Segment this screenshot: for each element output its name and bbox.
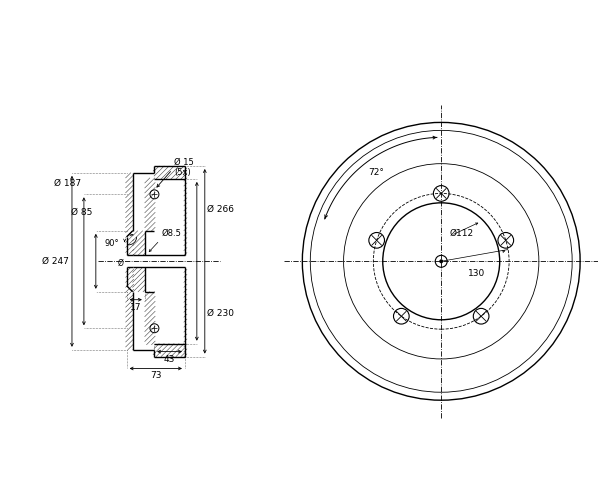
- Text: 73: 73: [150, 372, 161, 380]
- Text: 24.0223-0009.1: 24.0223-0009.1: [149, 12, 307, 30]
- Text: Ø 187: Ø 187: [54, 179, 81, 188]
- Text: Ø 247: Ø 247: [42, 257, 69, 266]
- Text: 130: 130: [468, 270, 485, 278]
- Text: Ø 85: Ø 85: [71, 208, 93, 217]
- Text: Ø112: Ø112: [449, 229, 473, 238]
- Text: 90°: 90°: [104, 239, 119, 248]
- Text: Ø 230: Ø 230: [207, 309, 234, 318]
- Text: 480039: 480039: [394, 12, 470, 30]
- Text: Ø 266: Ø 266: [207, 204, 234, 214]
- Text: Ø: Ø: [118, 259, 124, 268]
- Text: 43: 43: [164, 354, 175, 364]
- Text: 17: 17: [130, 302, 142, 312]
- Text: Ø8.5: Ø8.5: [162, 230, 182, 238]
- Text: Ø 15
(5x): Ø 15 (5x): [175, 158, 194, 177]
- Circle shape: [439, 260, 443, 264]
- Text: 72°: 72°: [368, 168, 385, 177]
